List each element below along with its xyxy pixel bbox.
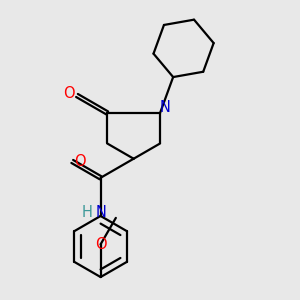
Text: N: N: [160, 100, 171, 115]
Text: N: N: [95, 205, 106, 220]
Text: O: O: [74, 154, 86, 169]
Text: O: O: [64, 86, 75, 101]
Text: H: H: [82, 205, 93, 220]
Text: O: O: [95, 237, 106, 252]
